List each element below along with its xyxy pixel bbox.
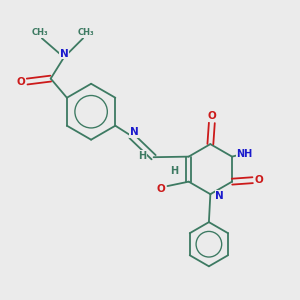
Text: O: O (255, 175, 263, 185)
Text: H: H (138, 151, 146, 161)
Text: N: N (130, 128, 138, 137)
Text: O: O (157, 184, 165, 194)
Text: O: O (17, 76, 26, 86)
Text: H: H (170, 166, 178, 176)
Text: N: N (215, 190, 224, 201)
Text: CH₃: CH₃ (78, 28, 94, 38)
Text: O: O (208, 111, 216, 122)
Text: NH: NH (236, 149, 253, 159)
Text: CH₃: CH₃ (31, 28, 48, 38)
Text: N: N (60, 49, 68, 59)
